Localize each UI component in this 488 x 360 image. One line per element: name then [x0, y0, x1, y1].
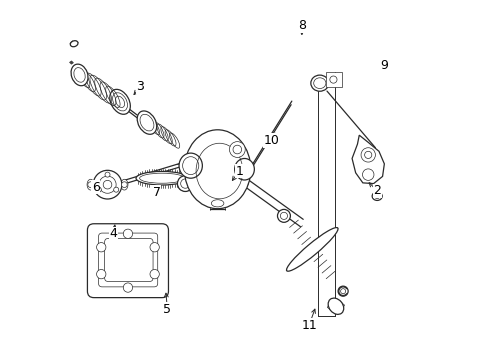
- Circle shape: [337, 286, 347, 296]
- Circle shape: [96, 187, 101, 192]
- Ellipse shape: [184, 130, 250, 209]
- Polygon shape: [351, 135, 384, 184]
- Circle shape: [329, 76, 336, 83]
- Text: 1: 1: [235, 165, 243, 177]
- Circle shape: [123, 229, 132, 238]
- FancyBboxPatch shape: [87, 224, 168, 298]
- Circle shape: [280, 212, 287, 220]
- Ellipse shape: [371, 192, 382, 201]
- Ellipse shape: [110, 89, 130, 114]
- Ellipse shape: [136, 171, 187, 185]
- Text: 6: 6: [92, 181, 100, 194]
- Circle shape: [123, 283, 132, 292]
- Circle shape: [277, 210, 290, 222]
- Ellipse shape: [137, 111, 156, 134]
- Text: 5: 5: [163, 303, 171, 316]
- Ellipse shape: [310, 75, 328, 91]
- Circle shape: [121, 182, 127, 188]
- Circle shape: [99, 176, 116, 193]
- Ellipse shape: [286, 228, 337, 271]
- Ellipse shape: [234, 158, 254, 180]
- Circle shape: [360, 148, 375, 162]
- Polygon shape: [325, 72, 342, 87]
- Text: 10: 10: [263, 134, 279, 147]
- Circle shape: [177, 176, 193, 192]
- Circle shape: [229, 141, 244, 157]
- Circle shape: [340, 289, 345, 294]
- Ellipse shape: [179, 153, 202, 178]
- Text: 8: 8: [297, 19, 305, 32]
- Circle shape: [103, 180, 112, 189]
- Circle shape: [233, 145, 241, 154]
- Text: 3: 3: [136, 80, 144, 93]
- Text: 4: 4: [109, 227, 117, 240]
- Ellipse shape: [71, 64, 88, 86]
- Circle shape: [97, 243, 106, 252]
- Text: 9: 9: [380, 59, 387, 72]
- Circle shape: [150, 243, 159, 252]
- Circle shape: [105, 172, 110, 177]
- Text: 7: 7: [152, 186, 161, 199]
- Circle shape: [88, 182, 93, 188]
- Ellipse shape: [327, 298, 343, 314]
- Circle shape: [114, 187, 119, 192]
- Text: 11: 11: [301, 319, 316, 332]
- Circle shape: [362, 169, 373, 180]
- Text: 2: 2: [372, 184, 380, 197]
- Ellipse shape: [87, 179, 94, 190]
- Circle shape: [150, 270, 159, 279]
- Ellipse shape: [121, 179, 128, 190]
- Circle shape: [180, 179, 190, 188]
- Circle shape: [97, 270, 106, 279]
- Ellipse shape: [70, 41, 78, 47]
- Circle shape: [93, 170, 122, 199]
